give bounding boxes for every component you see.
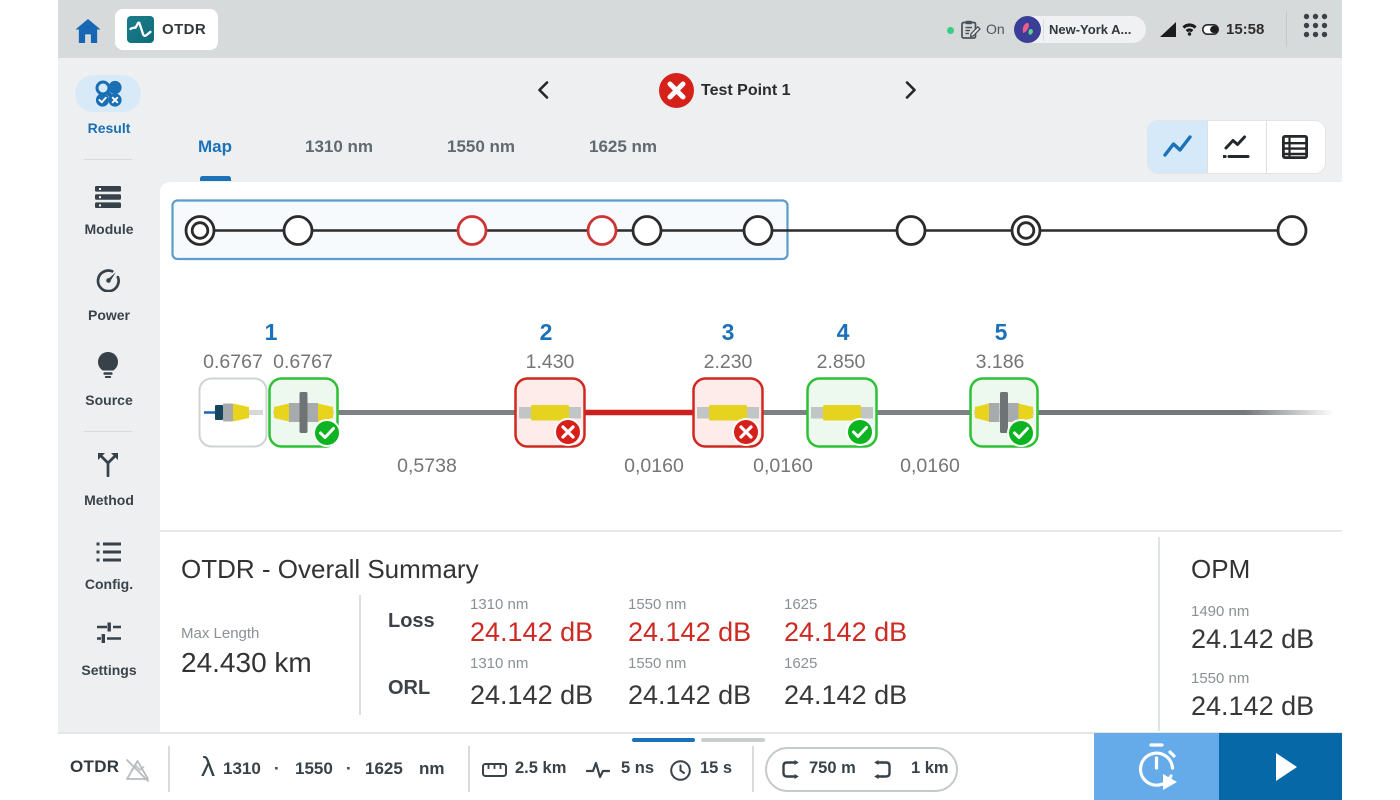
svg-text:1.430: 1.430 (526, 351, 575, 373)
svg-text:2: 2 (540, 319, 553, 345)
svg-text:1: 1 (265, 319, 278, 345)
svg-text:3: 3 (722, 319, 735, 345)
svg-text:3.186: 3.186 (976, 351, 1025, 373)
svg-text:2.850: 2.850 (817, 351, 866, 373)
svg-text:5: 5 (995, 319, 1008, 345)
svg-text:0.6767: 0.6767 (203, 351, 263, 373)
svg-text:2.230: 2.230 (704, 351, 753, 373)
svg-text:0.6767: 0.6767 (273, 351, 333, 373)
svg-text:0,5738: 0,5738 (397, 455, 457, 477)
svg-text:0,0160: 0,0160 (624, 455, 684, 477)
svg-text:0,0160: 0,0160 (900, 455, 960, 477)
svg-text:0,0160: 0,0160 (753, 455, 813, 477)
svg-text:4: 4 (837, 319, 850, 345)
